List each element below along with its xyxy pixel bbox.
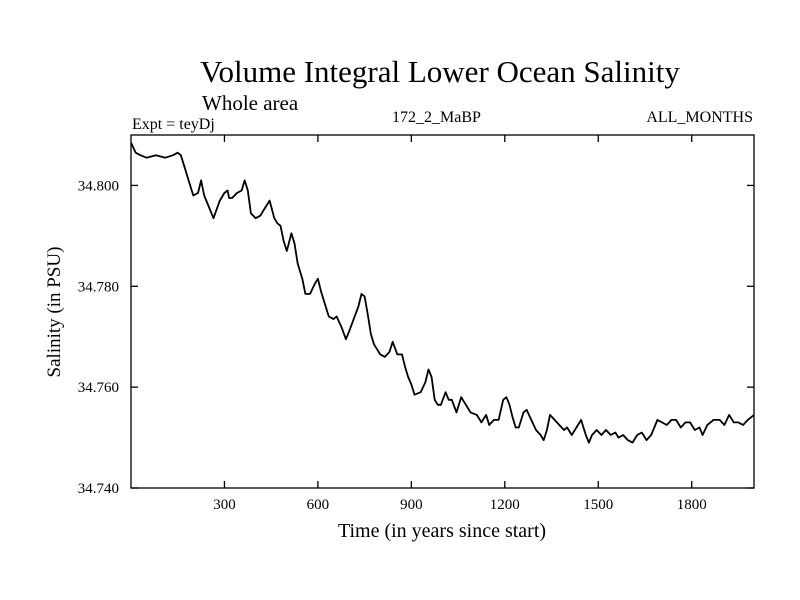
y-tick-label: 34.800	[78, 178, 119, 194]
chart-subtitle: Whole area	[202, 91, 299, 115]
x-tick-label: 300	[213, 497, 236, 513]
x-tick-label: 1200	[490, 497, 520, 513]
y-tick-label: 34.780	[78, 279, 119, 295]
y-axis-label: Salinity (in PSU)	[44, 247, 65, 378]
plot-frame	[130, 134, 755, 489]
run-label: 172_2_MaBP	[392, 109, 481, 126]
chart-title: Volume Integral Lower Ocean Salinity	[200, 54, 680, 89]
y-tick-label: 34.740	[78, 481, 119, 497]
y-tick-label: 34.760	[78, 380, 119, 396]
series-line	[130, 142, 755, 444]
x-tick-label: 600	[307, 497, 330, 513]
x-tick-label: 900	[400, 497, 423, 513]
x-tick-label: 1800	[677, 497, 707, 513]
experiment-label: Expt = teyDj	[132, 116, 215, 133]
months-label: ALL_MONTHS	[646, 109, 753, 126]
x-axis-label: Time (in years since start)	[338, 520, 546, 542]
x-tick-label: 1500	[583, 497, 613, 513]
